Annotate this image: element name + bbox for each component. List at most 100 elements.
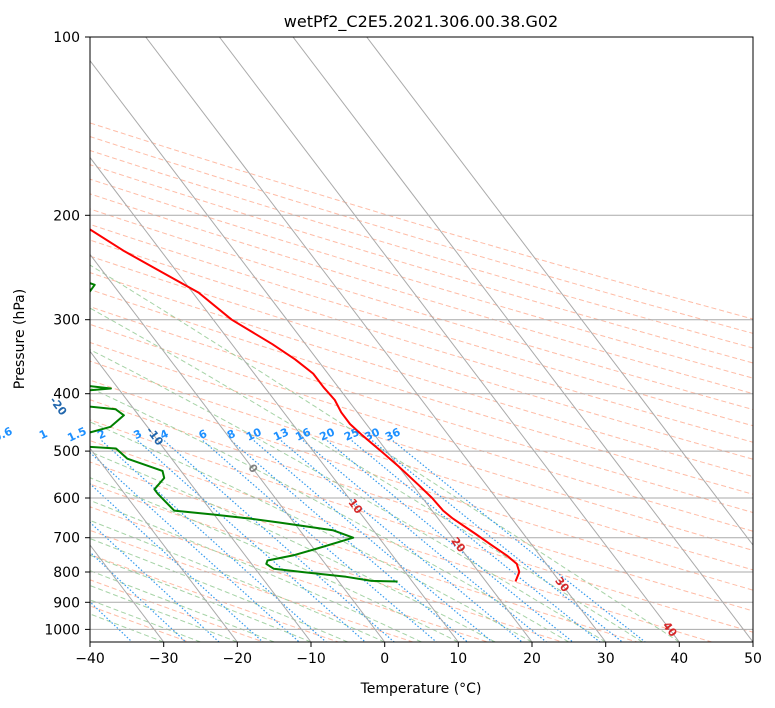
y-axis-label: Pressure (hPa) [12,289,28,389]
mixing-ratio-line [101,440,327,642]
isotherm-label: 10 [345,496,365,516]
mixing-ratio-line [392,440,646,642]
y-tick-label: 100 [53,30,80,46]
y-tick-label: 200 [53,208,80,224]
y-tick-label: 1000 [44,622,80,638]
isotherm-line [90,59,533,642]
dry-adiabat [90,483,563,642]
x-tick-label: 0 [380,651,389,667]
contour-labels: -100-90-80-70-60-50-40-30-20-10010203040… [0,394,680,639]
chart-title: wetPf2_C2E5.2021.306.00.38.G02 [284,12,558,32]
moist-adiabat [90,451,496,642]
x-tick-label: 30 [597,651,615,667]
x-tick-label: 50 [744,651,762,667]
mixing-ratio-line [90,601,133,642]
moist-adiabat [90,499,422,642]
dry-adiabat [90,149,753,349]
dry-adiabat [90,272,753,478]
x-tick-label: 40 [670,651,688,667]
dry-adiabat [90,164,753,364]
x-tick-label: −10 [296,651,326,667]
dry-adiabat [90,288,753,495]
isotherm-label: 40 [660,619,680,639]
moist-adiabat [90,264,680,642]
isotherm-line [366,37,753,546]
mixing-ratio-line [371,440,623,642]
mixing-ratio-label: 0.6 [0,424,15,444]
isotherm-line [90,447,238,642]
moist-adiabat [90,570,275,642]
dry-adiabat [90,360,753,571]
mixing-ratio-line [90,451,300,642]
dry-adiabat [90,419,753,633]
mixing-ratio-line [137,440,366,642]
isotherm-line [90,156,459,642]
dewpoint-line [90,282,398,583]
temperature-line [90,228,521,582]
x-axis-label: Temperature (°C) [360,681,482,697]
dry-adiabat [90,306,753,514]
dry-adiabat [90,440,712,642]
isotherm-line [219,37,680,642]
background-lines [90,37,753,642]
mixing-ratio-label: 1 [37,427,49,442]
mixing-ratio-line [351,440,601,642]
dry-adiabat [90,323,753,532]
moist-adiabat [90,519,385,642]
mixing-ratio-label: 13 [271,425,290,443]
x-tick-label: 20 [523,651,541,667]
isotherm-line [145,37,607,642]
isotherm-label: 30 [552,575,572,595]
moist-adiabat [90,477,459,642]
dry-adiabat [90,255,753,460]
dry-adiabat [90,193,753,395]
dry-adiabat [90,379,753,591]
mixing-ratio-line [90,483,264,642]
dry-adiabat [90,122,753,320]
y-tick-label: 800 [53,565,80,581]
isotherm-line [292,37,753,642]
dry-adiabat [90,136,753,334]
moist-adiabat [90,585,238,642]
x-tick-label: −40 [75,651,105,667]
dry-adiabat [90,178,753,379]
mixing-ratio-label: 10 [244,425,264,443]
x-tick-label: −20 [223,651,253,667]
mixing-ratio-line [202,440,437,642]
y-tick-label: 700 [53,531,80,547]
mixing-ratio-label: 36 [383,425,403,443]
axes: −40 −30 −20 −10 0 10 20 30 40 50 100 200 300 400 500 60… [44,30,762,667]
x-tick-label: 10 [449,651,467,667]
mixing-ratio-label: 8 [225,427,237,442]
mixing-ratio-label: 3 [131,427,143,442]
mixing-ratio-label: 16 [293,425,313,443]
mixing-ratio-label: 25 [342,425,361,443]
y-tick-label: 600 [53,491,80,507]
y-tick-label: 300 [53,313,80,329]
profile-lines [90,228,521,583]
y-tick-label: 500 [53,444,80,460]
y-tick-label: 900 [53,595,80,611]
isotherm-line [90,350,312,642]
dry-adiabat [90,239,753,443]
isotherm-line [90,253,386,642]
plot-frame [89,36,754,643]
dry-adiabat [90,223,753,427]
moist-adiabat [90,599,201,642]
mixing-ratio-line [326,440,574,642]
dry-adiabat [90,399,753,612]
mixing-ratio-label: 1.5 [65,425,88,445]
mixing-ratio-line [302,440,547,642]
dry-adiabat [90,506,488,642]
dry-adiabat [90,341,753,551]
moist-adiabat [90,349,606,642]
dry-adiabat [90,208,753,411]
x-tick-label: −30 [149,651,179,667]
mixing-ratio-label: 20 [318,425,338,443]
mixing-ratio-line [230,440,468,642]
moist-adiabat [90,307,643,642]
mixing-ratio-line [163,440,395,642]
moist-adiabat [90,421,533,642]
dry-adiabat [90,461,638,642]
